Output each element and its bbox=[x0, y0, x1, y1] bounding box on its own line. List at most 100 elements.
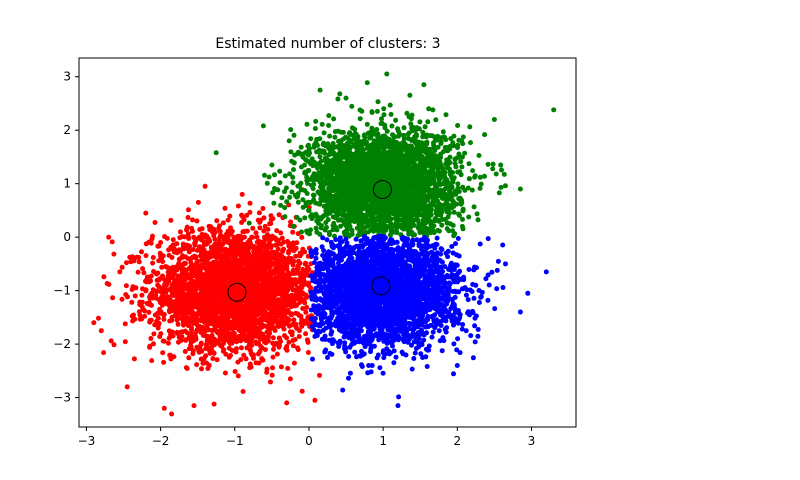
data-point bbox=[281, 255, 287, 261]
data-point bbox=[285, 307, 291, 313]
data-point bbox=[374, 108, 380, 114]
data-point bbox=[142, 308, 147, 314]
data-point bbox=[282, 299, 288, 305]
data-point bbox=[284, 400, 290, 406]
data-point bbox=[301, 280, 307, 286]
data-point bbox=[149, 302, 154, 308]
data-point bbox=[241, 267, 247, 272]
data-point bbox=[108, 338, 114, 344]
data-point bbox=[261, 228, 267, 234]
data-point bbox=[101, 350, 107, 356]
data-point bbox=[178, 337, 184, 343]
data-point bbox=[258, 322, 264, 328]
data-point bbox=[222, 259, 228, 265]
data-point bbox=[288, 127, 294, 133]
data-point bbox=[199, 366, 204, 372]
data-point bbox=[279, 195, 285, 201]
data-point bbox=[284, 274, 290, 280]
data-point bbox=[294, 214, 300, 220]
data-point bbox=[177, 235, 183, 241]
data-point bbox=[283, 345, 289, 351]
data-point bbox=[260, 331, 266, 337]
data-point bbox=[452, 161, 458, 167]
data-point bbox=[191, 279, 197, 285]
data-point bbox=[276, 212, 282, 218]
data-point bbox=[296, 328, 302, 334]
data-point bbox=[175, 321, 181, 327]
data-point bbox=[291, 360, 297, 366]
data-point bbox=[292, 296, 298, 301]
data-point bbox=[299, 317, 305, 323]
data-point bbox=[192, 241, 198, 247]
data-point bbox=[191, 234, 197, 240]
data-point bbox=[141, 270, 147, 276]
data-point bbox=[193, 254, 199, 260]
data-point bbox=[158, 331, 164, 337]
data-point bbox=[299, 388, 305, 394]
data-point bbox=[281, 304, 287, 310]
data-point bbox=[274, 351, 280, 357]
data-point bbox=[186, 249, 192, 255]
data-point bbox=[161, 277, 167, 283]
data-point bbox=[223, 252, 229, 258]
data-point bbox=[149, 358, 155, 364]
data-point bbox=[132, 293, 138, 299]
data-point bbox=[364, 121, 370, 127]
data-point bbox=[247, 237, 253, 243]
data-point bbox=[327, 232, 332, 238]
data-point bbox=[217, 223, 222, 229]
data-point bbox=[268, 261, 274, 267]
data-point bbox=[288, 219, 294, 225]
data-point bbox=[122, 339, 128, 345]
data-point bbox=[158, 309, 164, 315]
data-point bbox=[270, 365, 275, 371]
data-point bbox=[231, 234, 237, 240]
data-point bbox=[147, 344, 153, 350]
data-point bbox=[220, 312, 226, 318]
data-point bbox=[186, 303, 192, 309]
data-point bbox=[289, 311, 295, 317]
data-point bbox=[214, 270, 220, 276]
data-point bbox=[240, 235, 245, 241]
data-point bbox=[212, 342, 217, 348]
data-point bbox=[213, 260, 219, 266]
data-point bbox=[280, 285, 286, 291]
data-point bbox=[171, 270, 177, 276]
data-point bbox=[317, 372, 322, 378]
data-point bbox=[144, 300, 150, 306]
data-point bbox=[182, 349, 188, 354]
data-point bbox=[264, 245, 270, 251]
data-point bbox=[293, 253, 299, 259]
data-point bbox=[130, 254, 135, 260]
data-point bbox=[269, 323, 275, 329]
data-point bbox=[146, 279, 152, 285]
data-point bbox=[119, 264, 125, 270]
data-point bbox=[254, 333, 260, 339]
data-point bbox=[225, 217, 231, 223]
data-point bbox=[187, 243, 193, 249]
data-point bbox=[222, 267, 228, 273]
data-point bbox=[210, 278, 216, 284]
data-point bbox=[460, 141, 466, 147]
data-point bbox=[191, 403, 197, 409]
data-point bbox=[192, 301, 198, 307]
data-point bbox=[203, 353, 209, 359]
data-point bbox=[148, 336, 154, 341]
data-point bbox=[268, 379, 273, 385]
data-point bbox=[300, 306, 306, 311]
data-point bbox=[143, 210, 149, 216]
data-point bbox=[161, 316, 167, 322]
data-point bbox=[327, 133, 333, 139]
data-point bbox=[179, 329, 185, 335]
data-point bbox=[290, 223, 296, 229]
data-point bbox=[455, 181, 461, 187]
data-point bbox=[161, 405, 167, 411]
data-point bbox=[275, 297, 281, 303]
data-point bbox=[427, 226, 433, 232]
data-point bbox=[326, 123, 332, 128]
data-point bbox=[269, 233, 275, 239]
data-point bbox=[223, 273, 229, 279]
data-point bbox=[269, 276, 275, 282]
data-point bbox=[275, 246, 281, 252]
data-point bbox=[184, 224, 190, 230]
